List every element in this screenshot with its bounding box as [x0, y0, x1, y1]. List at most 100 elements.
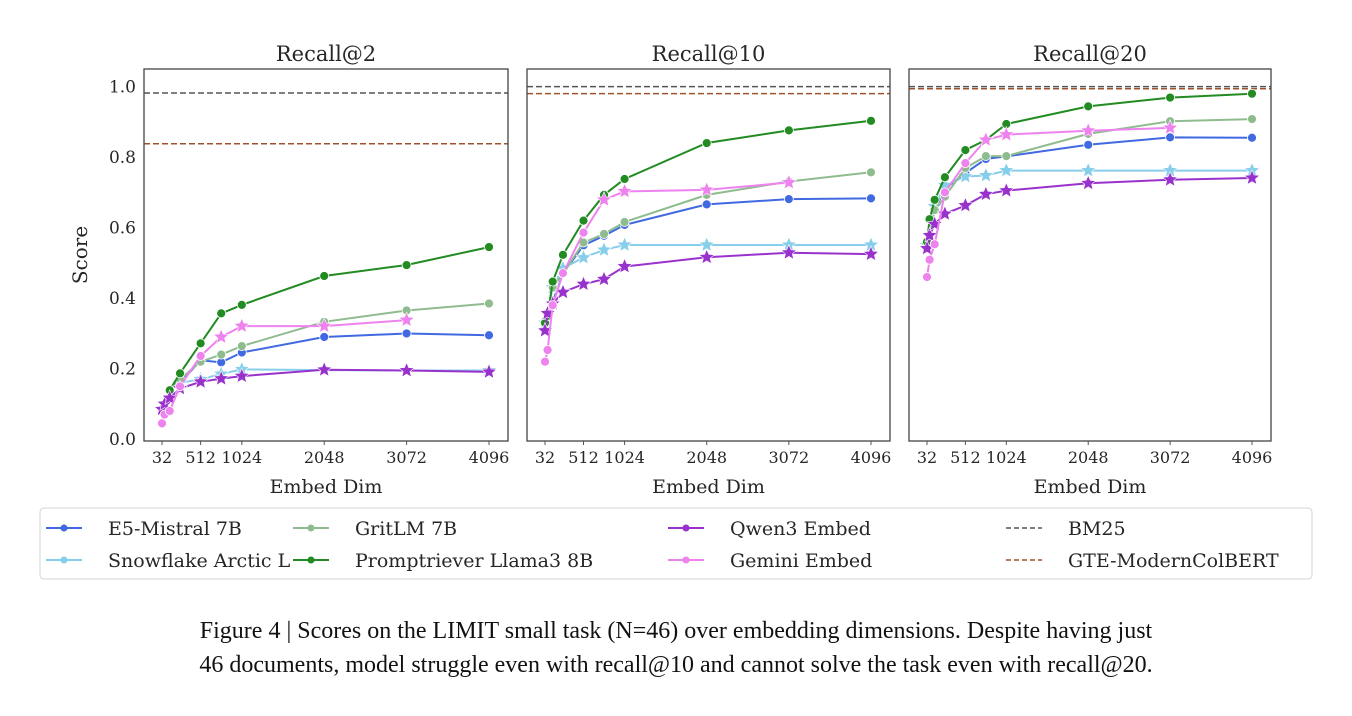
- data-point: [1079, 174, 1097, 191]
- data-point: [698, 248, 716, 265]
- subplot-title: Recall@20: [1033, 42, 1147, 66]
- data-point: [960, 145, 971, 155]
- data-point: [575, 275, 592, 292]
- x-tick-label: 3072: [1150, 448, 1191, 467]
- y-tick-label: 0.8: [109, 148, 136, 168]
- data-point: [940, 172, 950, 183]
- x-axis-label: Embed Dim: [652, 476, 765, 498]
- data-point: [980, 151, 991, 161]
- data-point: [398, 311, 415, 328]
- legend-marker: [682, 556, 690, 564]
- data-point: [616, 182, 633, 199]
- data-point: [578, 227, 589, 238]
- series-line: [179, 332, 490, 384]
- y-axis-label: Score: [68, 226, 92, 284]
- data-point: [157, 418, 167, 429]
- x-axis-label: Embed Dim: [270, 476, 383, 498]
- data-point: [315, 361, 333, 377]
- data-point: [997, 181, 1015, 198]
- data-point: [1165, 92, 1176, 103]
- x-tick-label: 2048: [686, 448, 727, 467]
- data-point: [547, 300, 558, 311]
- data-point: [780, 243, 798, 260]
- data-point: [195, 351, 206, 361]
- legend-item: GritLM 7B: [293, 518, 457, 540]
- series-snowflake-arctic-l: [918, 161, 1261, 253]
- data-point: [619, 174, 630, 184]
- data-point: [997, 125, 1015, 142]
- legend-marker: [60, 556, 68, 564]
- data-point: [701, 199, 712, 210]
- legend-item: Promptriever Llama3 8B: [293, 550, 593, 572]
- series-qwen3-embed: [536, 243, 880, 338]
- x-tick-label: 512: [950, 448, 981, 467]
- data-point: [783, 194, 794, 205]
- data-point: [236, 341, 247, 352]
- data-point: [616, 257, 633, 274]
- data-point: [558, 268, 568, 279]
- data-point: [558, 249, 568, 260]
- data-point: [542, 345, 553, 355]
- series-line: [926, 136, 1253, 246]
- legend-item: GTE-ModernColBERT: [1006, 550, 1279, 572]
- legend-marker: [307, 524, 315, 532]
- data-point: [783, 125, 794, 136]
- series-line: [544, 119, 872, 324]
- series-line: [926, 177, 1253, 249]
- data-point: [1083, 101, 1094, 112]
- series-line: [544, 251, 872, 331]
- data-point: [977, 166, 995, 183]
- caption-line-1: Figure 4 | Scores on the LIMIT small tas…: [199, 618, 1153, 644]
- data-point: [212, 328, 230, 345]
- y-tick-label: 0.4: [109, 289, 136, 309]
- series-e5-mistral-7b: [922, 132, 1257, 251]
- data-point: [1243, 169, 1261, 186]
- x-tick-label: 3072: [386, 448, 427, 467]
- legend-label: GTE-ModernColBERT: [1068, 550, 1279, 572]
- subplot-2: Recall@10 Embed Dim 32 512 1024 2048 3072 4096: [526, 42, 891, 498]
- data-point: [175, 368, 185, 379]
- x-tick-label: 4096: [469, 448, 510, 467]
- series-gemini-embed: [157, 311, 415, 429]
- series-line: [926, 92, 1253, 242]
- data-point: [977, 131, 995, 147]
- data-point: [698, 181, 716, 198]
- x-tick-label: 512: [185, 448, 216, 467]
- data-point: [1079, 161, 1097, 178]
- data-point: [575, 248, 592, 265]
- data-point: [866, 167, 876, 178]
- legend-item: BM25: [1006, 518, 1126, 540]
- x-tick-label: 4096: [1232, 448, 1273, 467]
- x-tick-label: 2048: [1068, 448, 1109, 467]
- data-point: [315, 317, 333, 334]
- data-point: [233, 367, 251, 384]
- data-point: [595, 270, 613, 287]
- data-point: [1079, 121, 1097, 138]
- legend-item: Snowflake Arctic L: [46, 550, 291, 572]
- series-promptriever-llama3-8b: [164, 242, 494, 396]
- x-tick-label: 1024: [986, 448, 1027, 467]
- plot-frame: [143, 68, 509, 442]
- y-tick-label: 0.2: [109, 360, 136, 380]
- data-point: [595, 241, 613, 258]
- data-point: [195, 338, 206, 349]
- data-point: [233, 317, 251, 334]
- data-point: [862, 245, 880, 262]
- data-point: [1161, 119, 1179, 136]
- data-point: [616, 236, 633, 253]
- legend-marker: [307, 556, 315, 564]
- data-point: [1247, 88, 1257, 99]
- x-tick-label: 32: [535, 448, 555, 467]
- legend-label: E5-Mistral 7B: [108, 518, 242, 540]
- data-point: [940, 187, 950, 198]
- legend-marker: [682, 524, 690, 532]
- data-point: [924, 254, 935, 265]
- y-tick-label: 1.0: [109, 78, 136, 98]
- data-point: [780, 173, 798, 190]
- x-tick-label: 2048: [304, 448, 345, 467]
- legend-label: Qwen3 Embed: [730, 518, 871, 540]
- data-point: [921, 226, 938, 243]
- data-point: [540, 356, 550, 367]
- data-point: [1247, 114, 1257, 124]
- data-point: [398, 361, 415, 378]
